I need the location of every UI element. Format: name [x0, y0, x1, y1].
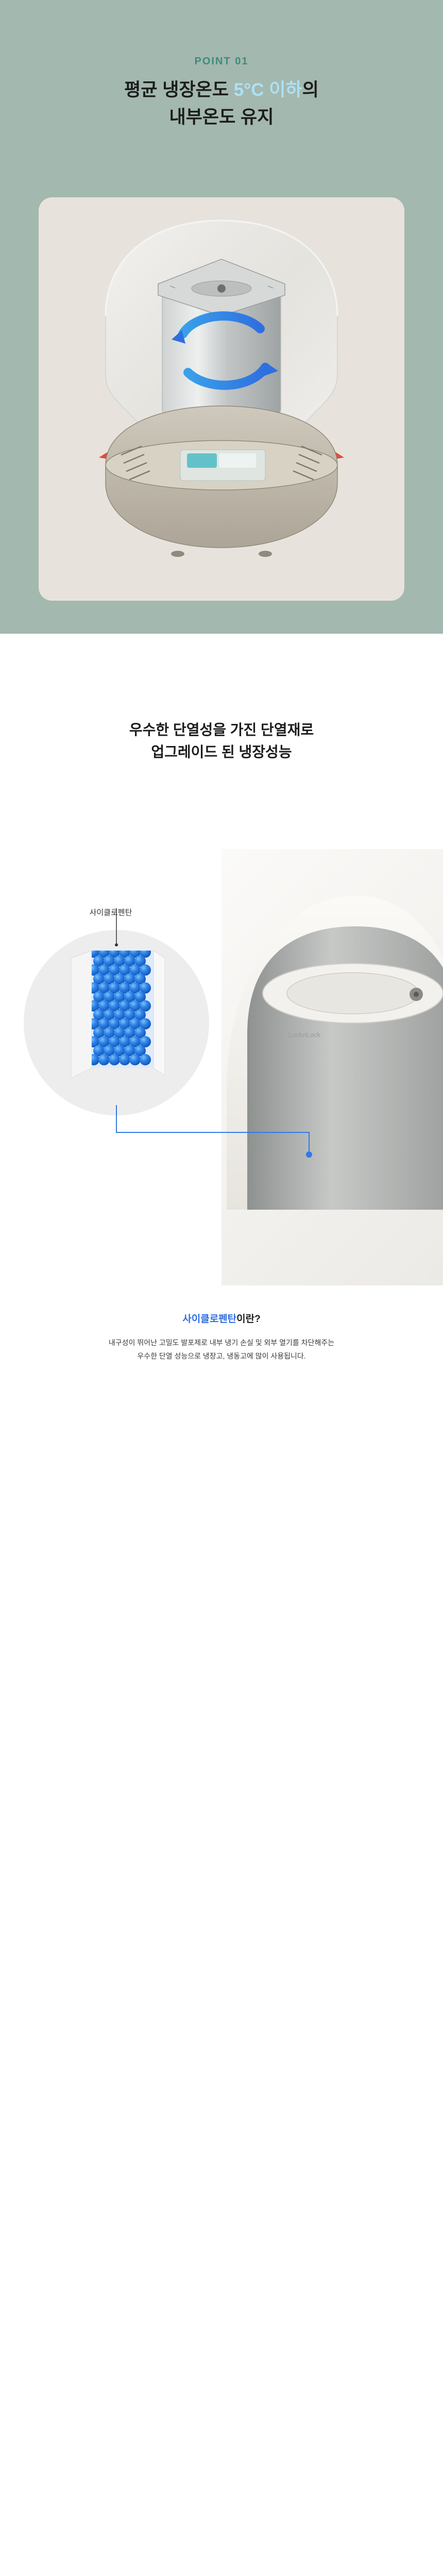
svg-text:LocknLock: LocknLock	[288, 1031, 321, 1039]
